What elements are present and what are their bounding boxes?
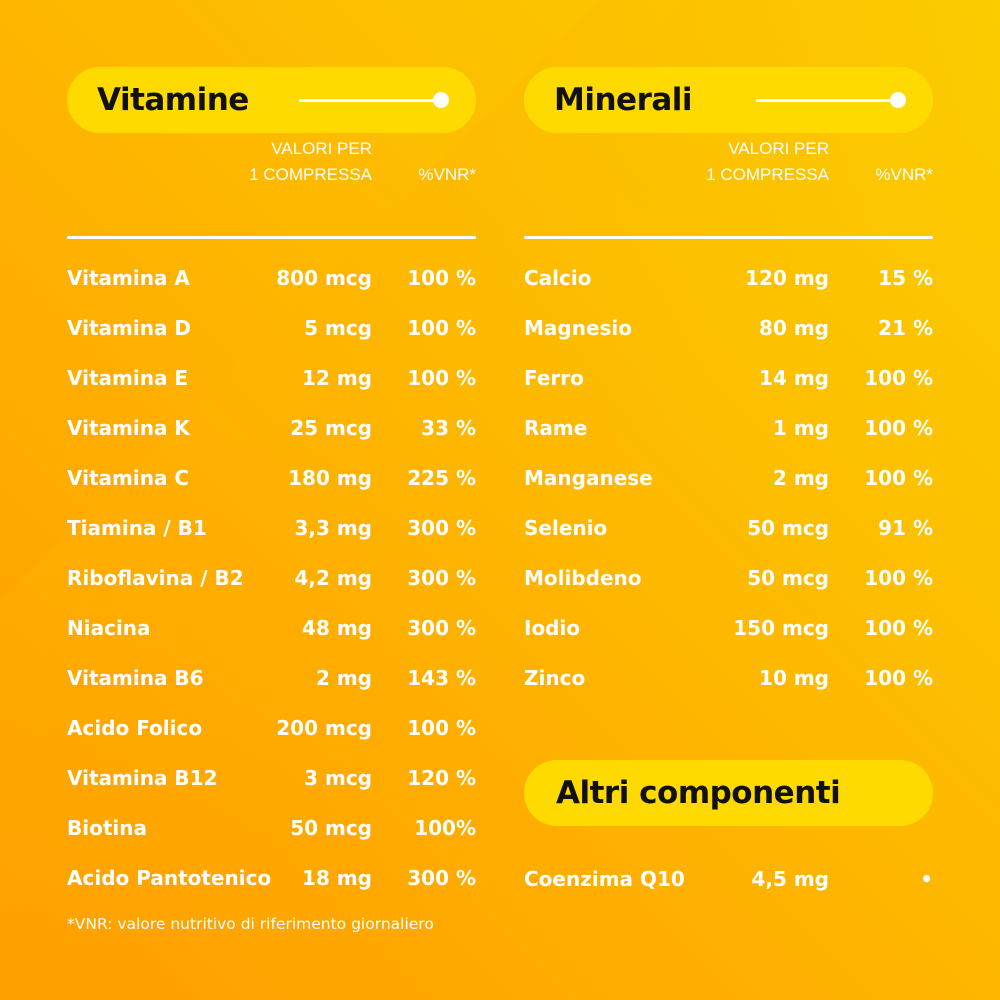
valori-header: VALORI PER 1 COMPRESSA xyxy=(706,139,829,184)
bullet-icon: • xyxy=(920,867,933,891)
header-divider xyxy=(524,236,933,239)
slider-dot-icon xyxy=(890,92,906,108)
table-row: Biotina 50 mcg 100% xyxy=(67,816,476,840)
table-row: Coenzima Q10 4,5 mg • xyxy=(524,867,933,891)
vitamine-table-header: VALORI PER 1 COMPRESSA %VNR* xyxy=(67,133,476,236)
table-row: Rame 1 mg 100 % xyxy=(524,416,933,440)
minerali-header-pill: Minerali xyxy=(524,67,933,133)
table-row: Acido Folico 200 mcg 100 % xyxy=(67,716,476,740)
header-divider xyxy=(67,236,476,239)
table-row: Niacina 48 mg 300 % xyxy=(67,616,476,640)
minerali-section: Minerali VALORI PER 1 COMPRESSA %VNR* Ca… xyxy=(524,67,933,708)
table-row: Vitamina B6 2 mg 143 % xyxy=(67,666,476,690)
table-row: Vitamina B12 3 mcg 120 % xyxy=(67,766,476,790)
table-row: Zinco 10 mg 100 % xyxy=(524,666,933,690)
table-row: Acido Pantotenico 18 mg 300 % xyxy=(67,866,476,890)
valori-header: VALORI PER 1 COMPRESSA xyxy=(249,139,372,184)
table-row: Calcio 120 mg 15 % xyxy=(524,266,933,290)
table-row: Iodio 150 mcg 100 % xyxy=(524,616,933,640)
altri-componenti-section: Altri componenti Coenzima Q10 4,5 mg • xyxy=(524,760,933,909)
slider-line-icon xyxy=(756,99,898,102)
table-row: Selenio 50 mcg 91 % xyxy=(524,516,933,540)
table-row: Molibdeno 50 mcg 100 % xyxy=(524,566,933,590)
minerali-table-header: VALORI PER 1 COMPRESSA %VNR* xyxy=(524,133,933,236)
table-row: Riboflavina / B2 4,2 mg 300 % xyxy=(67,566,476,590)
table-row: Magnesio 80 mg 21 % xyxy=(524,316,933,340)
altri-header-pill: Altri componenti xyxy=(524,760,933,826)
vnr-header: %VNR* xyxy=(418,165,476,184)
slider-line-icon xyxy=(299,99,441,102)
table-row: Vitamina A 800 mcg 100 % xyxy=(67,266,476,290)
footnote: *VNR: valore nutritivo di riferimento gi… xyxy=(67,915,434,933)
minerali-title: Minerali xyxy=(554,82,693,118)
minerali-rows: Calcio 120 mg 15 % Magnesio 80 mg 21 % Ferro… xyxy=(524,258,933,708)
slider-dot-icon xyxy=(433,92,449,108)
table-row: Vitamina E 12 mg 100 % xyxy=(67,366,476,390)
vnr-header: %VNR* xyxy=(875,165,933,184)
table-row: Vitamina C 180 mg 225 % xyxy=(67,466,476,490)
table-row: Ferro 14 mg 100 % xyxy=(524,366,933,390)
table-row: Tiamina / B1 3,3 mg 300 % xyxy=(67,516,476,540)
vitamine-section: Vitamine VALORI PER 1 COMPRESSA %VNR* Vi… xyxy=(67,67,476,908)
vitamine-title: Vitamine xyxy=(97,82,249,118)
vitamine-header-pill: Vitamine xyxy=(67,67,476,133)
table-row: Manganese 2 mg 100 % xyxy=(524,466,933,490)
altri-title: Altri componenti xyxy=(556,775,841,811)
table-row: Vitamina K 25 mcg 33 % xyxy=(67,416,476,440)
